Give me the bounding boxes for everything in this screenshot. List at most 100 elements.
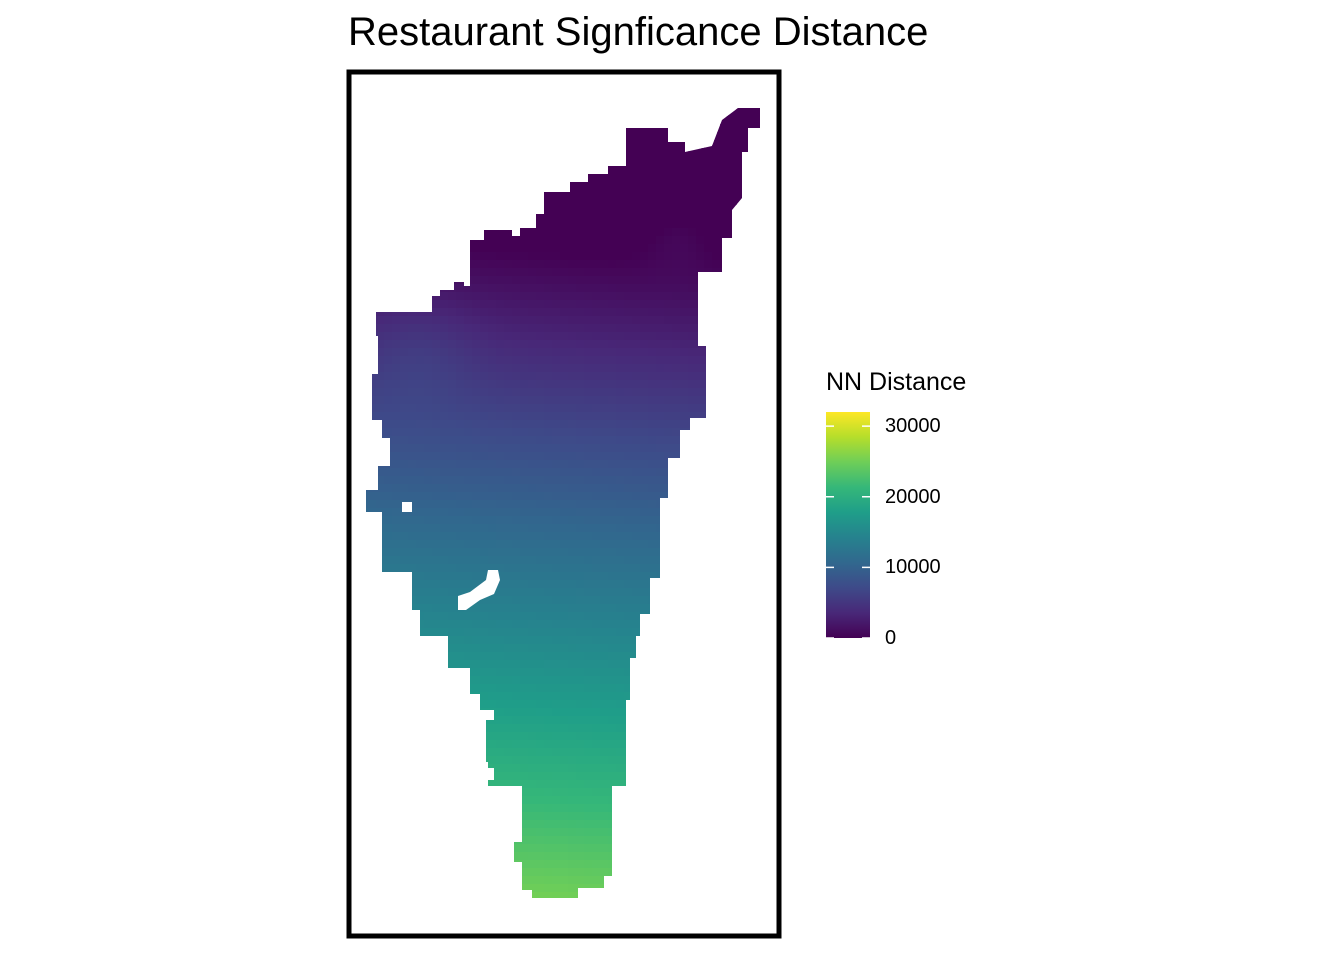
raster-cell [568,620,577,629]
raster-cell [592,444,601,453]
raster-cell [544,836,553,845]
raster-cell [624,860,633,869]
raster-cell [672,724,681,733]
raster-cell [408,364,417,373]
raster-cell [528,484,537,493]
raster-cell [424,228,433,237]
raster-cell [720,796,729,805]
raster-cell [544,516,553,525]
raster-cell [512,484,521,493]
raster-cell [552,564,561,573]
raster-cell [632,660,641,669]
raster-cell [400,324,409,333]
raster-cell [624,428,633,437]
raster-cell [440,876,449,885]
raster-cell [416,244,425,253]
raster-cell [568,484,577,493]
raster-cell [424,804,433,813]
raster-cell [440,268,449,277]
raster-cell [712,324,721,333]
raster-cell [736,852,745,861]
raster-cell [576,684,585,693]
raster-cell [448,788,457,797]
raster-cell [472,380,481,389]
raster-cell [432,164,441,173]
raster-cell [664,180,673,189]
raster-cell [448,124,457,133]
raster-cell [712,516,721,525]
raster-cell [552,212,561,221]
raster-cell [504,764,513,773]
raster-cell [520,828,529,837]
raster-cell [560,436,569,445]
raster-cell [512,340,521,349]
raster-cell [744,564,753,573]
raster-cell [384,588,393,597]
raster-cell [584,852,593,861]
raster-cell [456,228,465,237]
raster-cell [568,860,577,869]
raster-cell [624,396,633,405]
raster-cell [552,876,561,885]
raster-cell [648,324,657,333]
raster-cell [440,796,449,805]
raster-cell [360,180,369,189]
raster-cell [400,628,409,637]
raster-cell [680,300,689,309]
raster-cell [400,524,409,533]
raster-cell [704,484,713,493]
raster-cell [472,636,481,645]
raster-cell [552,692,561,701]
raster-cell [560,644,569,653]
raster-cell [424,828,433,837]
raster-cell [608,276,617,285]
raster-cell [504,492,513,501]
raster-cell [448,620,457,629]
raster-cell [424,452,433,461]
raster-cell [472,420,481,429]
raster-cell [528,836,537,845]
raster-cell [528,692,537,701]
raster-cell [672,844,681,853]
raster-cell [704,356,713,365]
raster-cell [568,100,577,109]
raster-cell [472,668,481,677]
raster-cell [760,228,769,237]
raster-cell [688,724,697,733]
raster-cell [744,620,753,629]
raster-cell [592,460,601,469]
raster-cell [752,564,761,573]
raster-cell [368,652,377,661]
raster-cell [368,748,377,757]
raster-cell [632,436,641,445]
raster-cell [368,500,377,509]
raster-cell [712,468,721,477]
raster-cell [456,868,465,877]
raster-cell [496,796,505,805]
raster-cell [664,460,673,469]
raster-cell [424,620,433,629]
raster-cell [672,860,681,869]
raster-cell [536,428,545,437]
raster-cell [480,468,489,477]
raster-cell [760,452,769,461]
raster-cell [368,804,377,813]
raster-cell [376,428,385,437]
raster-cell [360,252,369,261]
raster-cell [704,436,713,445]
raster-cell [632,484,641,493]
raster-cell [760,636,769,645]
raster-cell [760,532,769,541]
raster-cell [448,460,457,469]
raster-cell [544,676,553,685]
raster-cell [392,396,401,405]
raster-cell [576,484,585,493]
raster-cell [536,540,545,549]
raster-cell [448,132,457,141]
raster-cell [632,324,641,333]
raster-cell [568,636,577,645]
raster-cell [704,132,713,141]
raster-cell [528,516,537,525]
raster-cell [696,492,705,501]
raster-cell [520,620,529,629]
